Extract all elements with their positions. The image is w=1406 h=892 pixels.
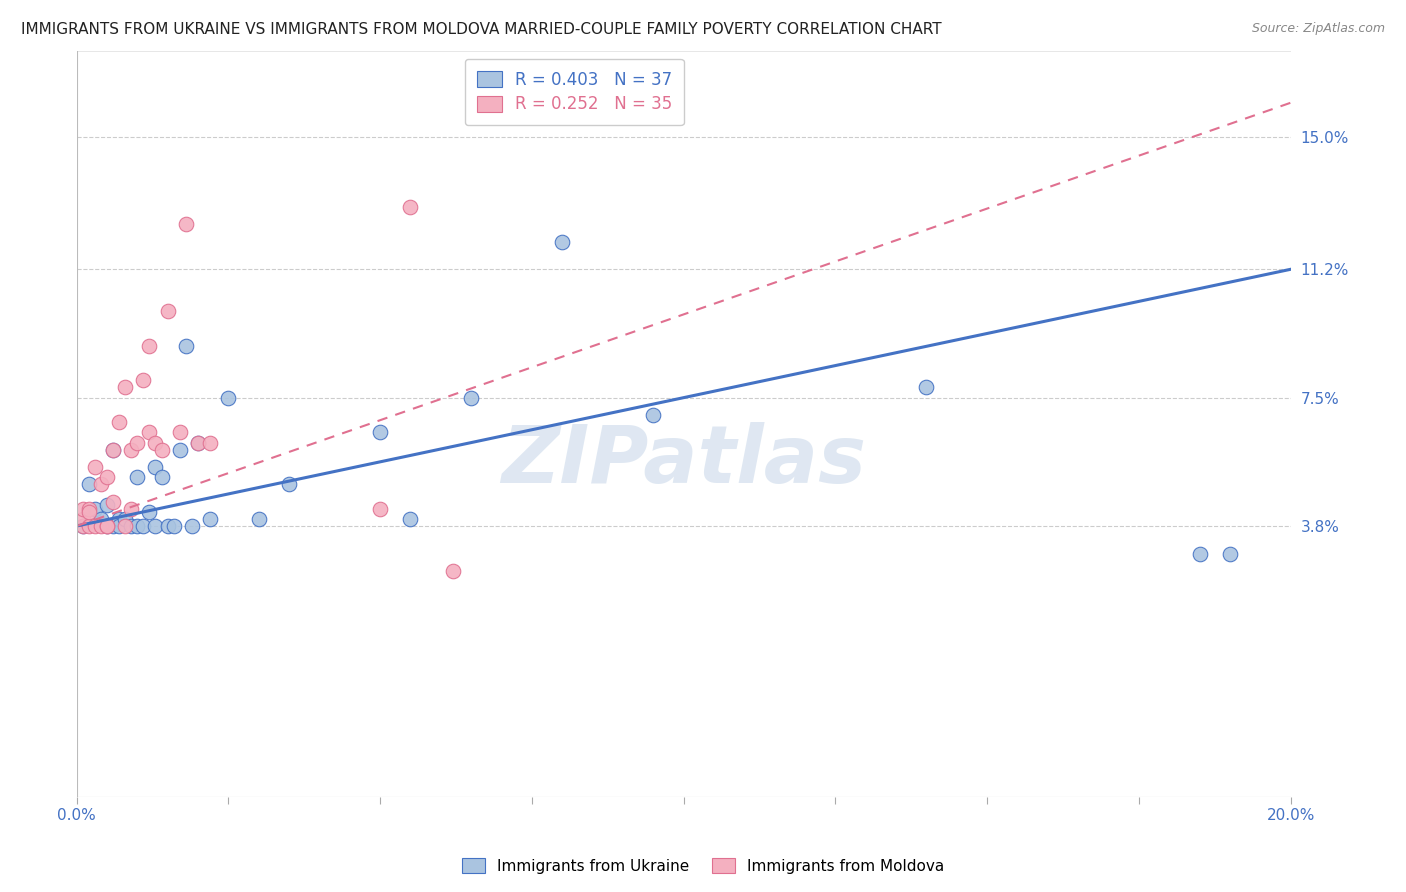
Point [247, 512, 270, 526]
Point [368, 501, 391, 516]
Point [101, 494, 124, 508]
Point [278, 477, 301, 491]
Point [101, 442, 124, 457]
Point [96, 519, 118, 533]
Point [96, 519, 118, 533]
Point [127, 519, 149, 533]
Point [163, 519, 186, 533]
Point [108, 512, 131, 526]
Point [120, 519, 142, 533]
Point [72, 519, 94, 533]
Point [101, 442, 124, 457]
Point [114, 512, 136, 526]
Point [138, 505, 160, 519]
Point [198, 512, 221, 526]
Point [90, 519, 112, 533]
Point [83, 519, 105, 533]
Point [399, 512, 422, 526]
Point [174, 217, 197, 231]
Point [120, 501, 142, 516]
Point [108, 519, 131, 533]
Point [77, 519, 100, 533]
Point [150, 470, 173, 484]
Point [96, 470, 118, 484]
Point [145, 435, 167, 450]
Point [72, 501, 94, 516]
Point [187, 435, 209, 450]
Point [132, 373, 155, 387]
Point [96, 498, 118, 512]
Point [643, 408, 665, 422]
Point [77, 501, 100, 516]
Point [145, 519, 167, 533]
Point [180, 519, 202, 533]
Point [114, 380, 136, 394]
Point [90, 477, 112, 491]
Point [169, 425, 191, 440]
Point [83, 501, 105, 516]
Point [150, 442, 173, 457]
Point [77, 477, 100, 491]
Point [72, 519, 94, 533]
Point [198, 435, 221, 450]
Point [101, 519, 124, 533]
Point [120, 442, 142, 457]
Point [551, 235, 574, 249]
Point [156, 519, 179, 533]
Point [169, 442, 191, 457]
Point [441, 564, 464, 578]
Point [96, 519, 118, 533]
Point [1188, 547, 1211, 561]
Point [368, 425, 391, 440]
Point [174, 338, 197, 352]
Point [399, 200, 422, 214]
Text: ZIPatlas: ZIPatlas [501, 422, 866, 500]
Point [108, 415, 131, 429]
Text: IMMIGRANTS FROM UKRAINE VS IMMIGRANTS FROM MOLDOVA MARRIED-COUPLE FAMILY POVERTY: IMMIGRANTS FROM UKRAINE VS IMMIGRANTS FR… [21, 22, 942, 37]
Point [77, 505, 100, 519]
Point [460, 391, 482, 405]
Point [138, 425, 160, 440]
Point [915, 380, 938, 394]
Point [83, 460, 105, 475]
Point [145, 460, 167, 475]
Point [138, 338, 160, 352]
Point [72, 512, 94, 526]
Point [132, 519, 155, 533]
Point [127, 470, 149, 484]
Legend: Immigrants from Ukraine, Immigrants from Moldova: Immigrants from Ukraine, Immigrants from… [456, 852, 950, 880]
Point [114, 519, 136, 533]
Legend: R = 0.403   N = 37, R = 0.252   N = 35: R = 0.403 N = 37, R = 0.252 N = 35 [465, 59, 683, 125]
Point [1219, 547, 1241, 561]
Point [156, 304, 179, 318]
Point [127, 435, 149, 450]
Point [90, 512, 112, 526]
Point [187, 435, 209, 450]
Point [217, 391, 239, 405]
Text: Source: ZipAtlas.com: Source: ZipAtlas.com [1251, 22, 1385, 36]
